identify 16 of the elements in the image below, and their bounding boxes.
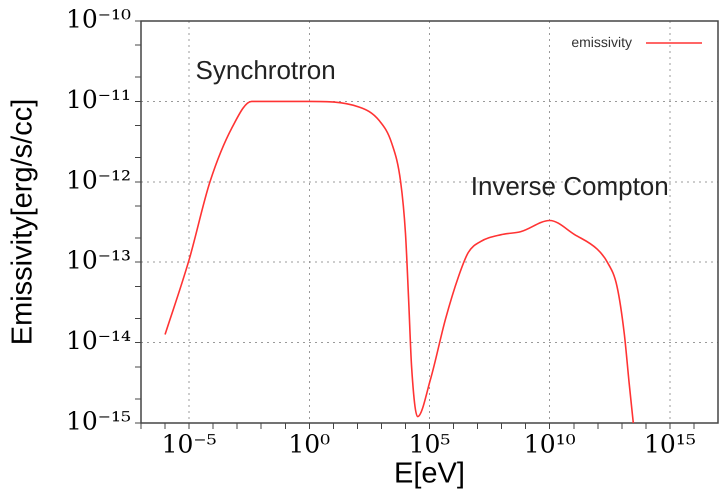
y-tick-label: 10⁻¹³ — [66, 246, 131, 275]
y-axis-title: Emissivity[erg/s/cc] — [6, 98, 38, 346]
annotation: Synchrotron — [196, 55, 336, 86]
x-tick-label: 10⁰ — [288, 430, 330, 458]
legend-label: emissivity — [571, 34, 632, 50]
y-tick-label: 10⁻¹⁵ — [66, 406, 131, 436]
y-tick-label: 10⁻¹⁰ — [66, 4, 131, 34]
x-tick-label: 10¹⁰ — [524, 430, 576, 458]
x-tick-label: 10¹⁵ — [644, 430, 696, 458]
x-axis-title: E[eV] — [394, 458, 465, 490]
y-tick-label: 10⁻¹⁴ — [66, 326, 131, 356]
x-tick-label: 10⁵ — [408, 430, 450, 458]
annotation: Inverse Compton — [470, 171, 669, 201]
y-tick-label: 10⁻¹² — [66, 165, 131, 194]
y-tick-label: 10⁻¹¹ — [66, 84, 131, 114]
x-tick-label: 10⁻⁵ — [162, 430, 217, 458]
